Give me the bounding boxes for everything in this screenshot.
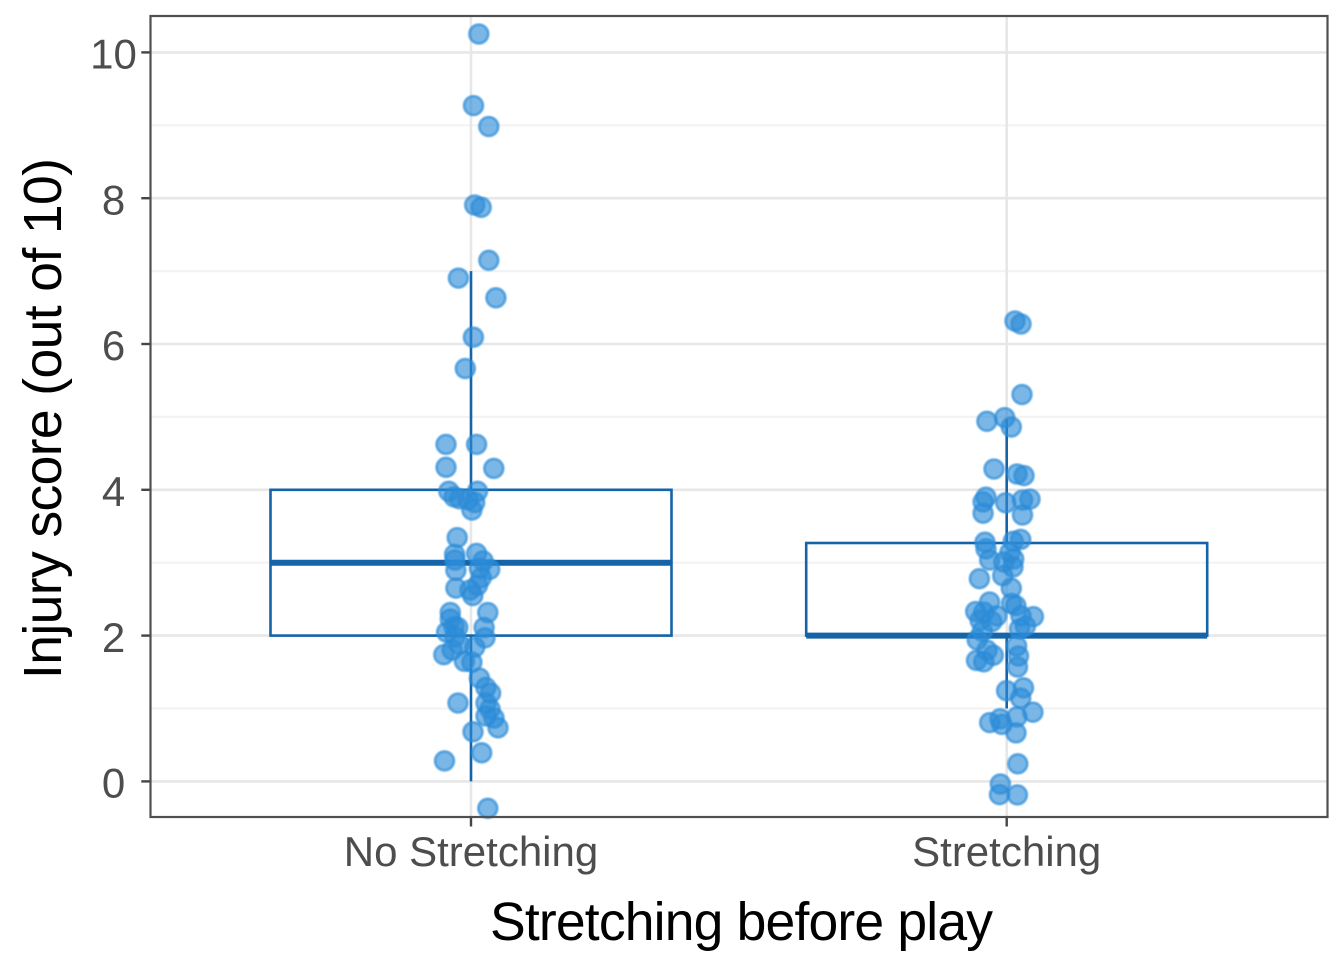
svg-text:0: 0 xyxy=(102,760,125,807)
svg-text:Stretching: Stretching xyxy=(912,828,1101,875)
svg-text:Stretching before play: Stretching before play xyxy=(490,893,993,952)
svg-text:2: 2 xyxy=(102,614,125,661)
svg-text:No Stretching: No Stretching xyxy=(344,828,598,875)
svg-text:4: 4 xyxy=(102,468,125,515)
svg-text:10: 10 xyxy=(90,31,137,78)
svg-text:Injury score (out of 10): Injury score (out of 10) xyxy=(14,158,73,679)
svg-text:8: 8 xyxy=(102,176,125,223)
svg-text:6: 6 xyxy=(102,322,125,369)
